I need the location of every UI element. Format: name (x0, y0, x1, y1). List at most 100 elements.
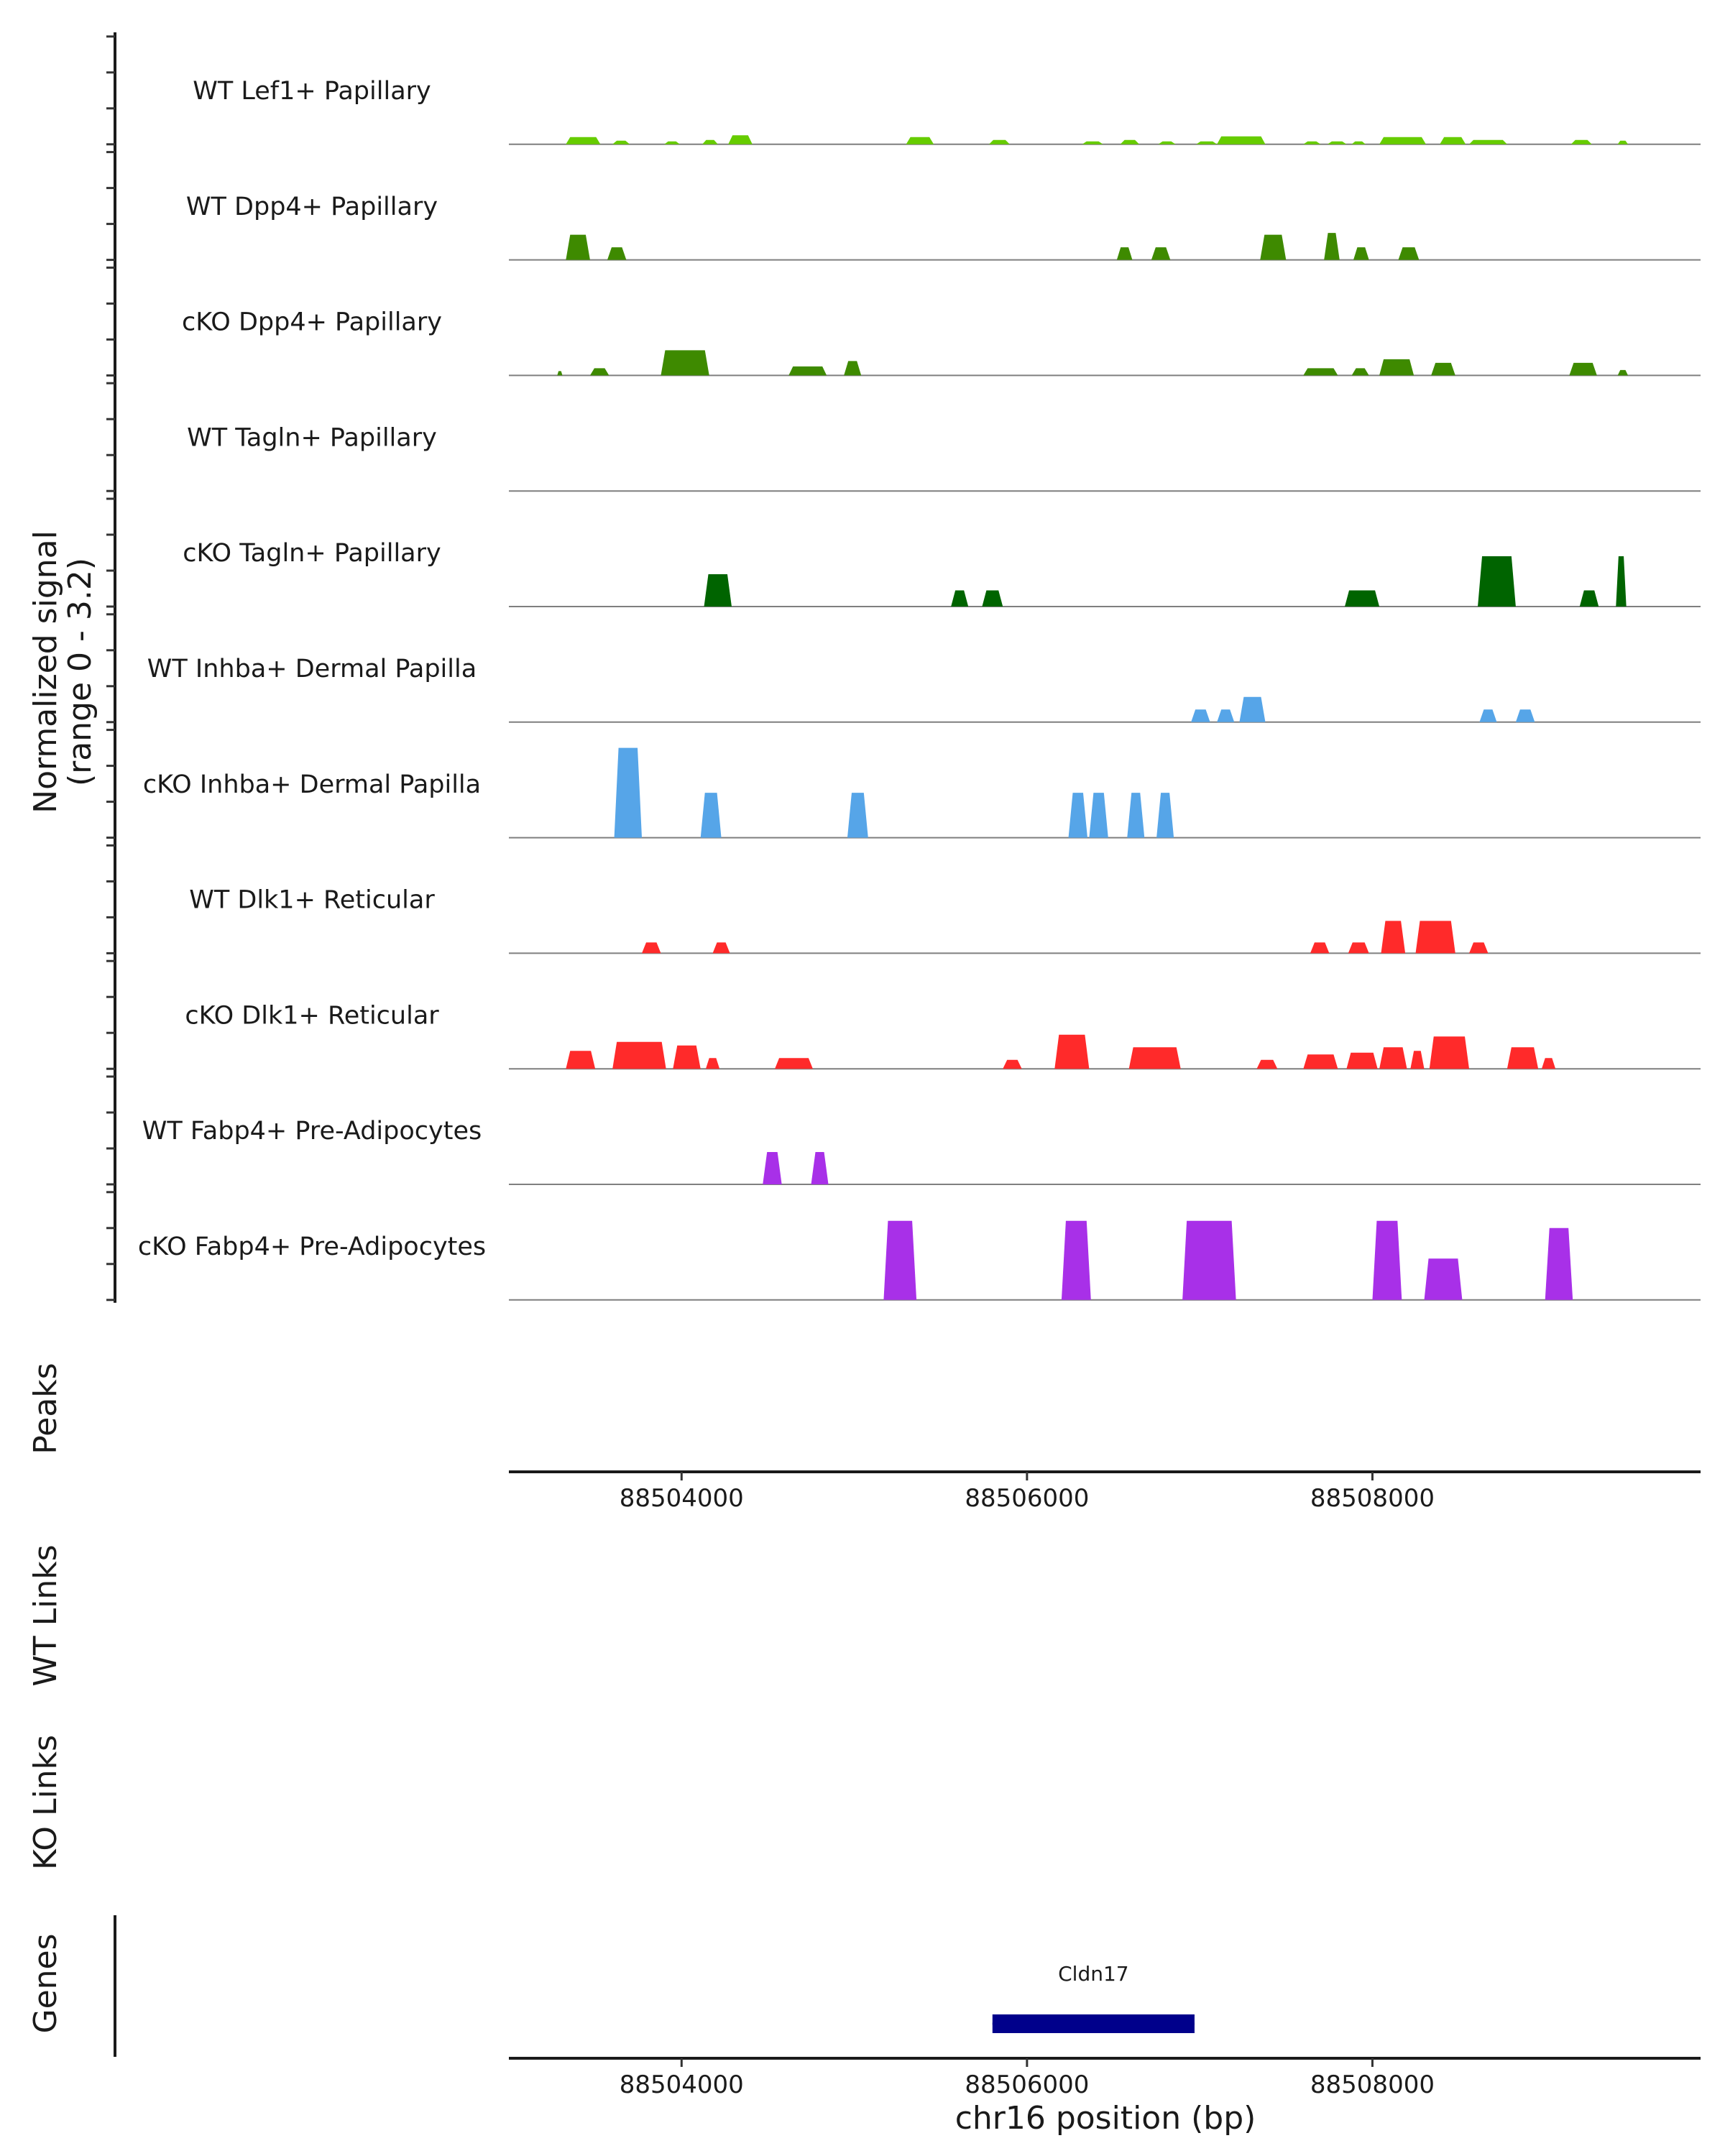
coverage-area (1351, 368, 1369, 376)
coverage-area (1054, 1034, 1090, 1069)
coverage-area (1570, 139, 1592, 144)
coverage-area (1616, 556, 1627, 607)
coverage-area (607, 247, 627, 260)
coverage-area (775, 1058, 813, 1069)
genes-label: Genes (27, 1933, 64, 2033)
coverage-area (1381, 921, 1406, 954)
coverage-area (1303, 368, 1338, 376)
track-6: WT Inhba+ Dermal Papilla (147, 655, 1701, 723)
track-label: WT Dpp4+ Papillary (186, 193, 438, 221)
coverage-area (788, 366, 827, 376)
coverage-area (1372, 1220, 1402, 1300)
coverage-area (1469, 139, 1507, 144)
coverage-area (1082, 141, 1103, 144)
coverage-area (1196, 141, 1218, 144)
coverage-area (1061, 1220, 1091, 1300)
x-axis-title: chr16 position (bp) (955, 2100, 1256, 2137)
coverage-area (1303, 1054, 1338, 1069)
coverage-area (1120, 139, 1140, 144)
track-label: cKO Dlk1+ Reticular (185, 1001, 439, 1030)
track-3: cKO Dpp4+ Papillary (182, 308, 1701, 377)
coverage-area (1068, 793, 1087, 838)
track-1: WT Lef1+ Papillary (193, 77, 1701, 145)
coverage-area (1127, 793, 1145, 838)
x-tick-label: 88508000 (1310, 2070, 1435, 2099)
peaks-label: Peaks (27, 1363, 64, 1454)
track-label: cKO Tagln+ Papillary (183, 539, 441, 568)
coverage-area (557, 371, 563, 376)
track-label: cKO Fabp4+ Pre-Adipocytes (138, 1233, 486, 1261)
coverage-area (612, 1041, 666, 1069)
coverage-area (1003, 1059, 1022, 1069)
coverage-area (1324, 233, 1340, 260)
coverage-area (1398, 247, 1420, 260)
coverage-area (844, 361, 862, 376)
x-tick-label: 88508000 (1310, 1484, 1435, 1513)
coverage-area (1116, 247, 1133, 260)
gene-track: Cldn17 (992, 1962, 1195, 2033)
coverage-area (700, 793, 722, 838)
coverage-area (1353, 247, 1369, 260)
coverage-area (1327, 141, 1347, 144)
coverage-area (612, 140, 630, 144)
track-label: WT Lef1+ Papillary (193, 77, 431, 106)
coverage-area (1239, 696, 1266, 722)
coverage-area (906, 137, 934, 144)
track-9: cKO Dlk1+ Reticular (185, 1001, 1701, 1070)
coverage-area (951, 590, 969, 607)
coverage-area (1379, 137, 1426, 144)
coverage-area (705, 1058, 720, 1069)
coverage-area (811, 1152, 829, 1184)
coverage-area (1469, 942, 1489, 954)
coverage-area (763, 1152, 782, 1184)
track-5: cKO Tagln+ Papillary (183, 539, 1701, 607)
track-label: WT Fabp4+ Pre-Adipocytes (142, 1117, 482, 1146)
coverage-area (614, 747, 643, 838)
coverage-area (661, 350, 709, 376)
coverage-area (712, 942, 730, 954)
coverage-area (1569, 362, 1597, 376)
x-axes: 88504000 88506000 88508000 88504000 88506000… (509, 1470, 1701, 2099)
coverage-area (1545, 1227, 1573, 1300)
coverage-area (1158, 141, 1176, 144)
coverage-area (704, 574, 732, 607)
ko-links-label: KO Links (27, 1735, 64, 1870)
coverage-area (982, 590, 1003, 607)
y-axis-title-line-2: (range 0 - 3.2) (62, 558, 98, 786)
track-2: WT Dpp4+ Papillary (186, 193, 1701, 261)
x-tick-label: 88506000 (965, 1484, 1089, 1513)
track-label: WT Inhba+ Dermal Papilla (147, 655, 477, 683)
coverage-area (1415, 921, 1455, 954)
coverage-area (989, 139, 1010, 144)
coverage-area (566, 137, 601, 144)
coverage-area (1089, 793, 1108, 838)
coverage-area (589, 368, 610, 376)
coverage-area (1429, 1036, 1470, 1069)
coverage-area (883, 1220, 917, 1300)
coverage-area (1379, 1047, 1407, 1069)
coverage-area (1345, 590, 1380, 607)
coverage-area (1156, 793, 1174, 838)
coverage-area (847, 793, 868, 838)
coverage-area (1541, 1058, 1556, 1069)
gene-label: Cldn17 (1058, 1962, 1128, 1986)
coverage-area (1579, 590, 1599, 607)
track-11: cKO Fabp4+ Pre-Adipocytes (138, 1220, 1701, 1301)
coverage-area (566, 1051, 596, 1069)
coverage-area (1410, 1051, 1425, 1069)
coverage-area (1617, 140, 1629, 144)
coverage-tracks: WT Lef1+ Papillary WT Dpp4+ Papillary cKO … (138, 77, 1701, 1301)
coverage-area (1303, 141, 1321, 144)
coverage-area (1260, 234, 1287, 260)
track-10: WT Fabp4+ Pre-Adipocytes (142, 1117, 1701, 1185)
coverage-area (702, 139, 718, 144)
coverage-area (1191, 709, 1210, 722)
y-axis-title-line-1: Normalized signal (27, 530, 64, 814)
coverage-area (1351, 141, 1366, 144)
coverage-area (1128, 1047, 1181, 1069)
coverage-area (1479, 709, 1497, 722)
x-tick-label: 88504000 (620, 2070, 744, 2099)
coverage-area (642, 942, 661, 954)
coverage-area (1217, 136, 1266, 144)
